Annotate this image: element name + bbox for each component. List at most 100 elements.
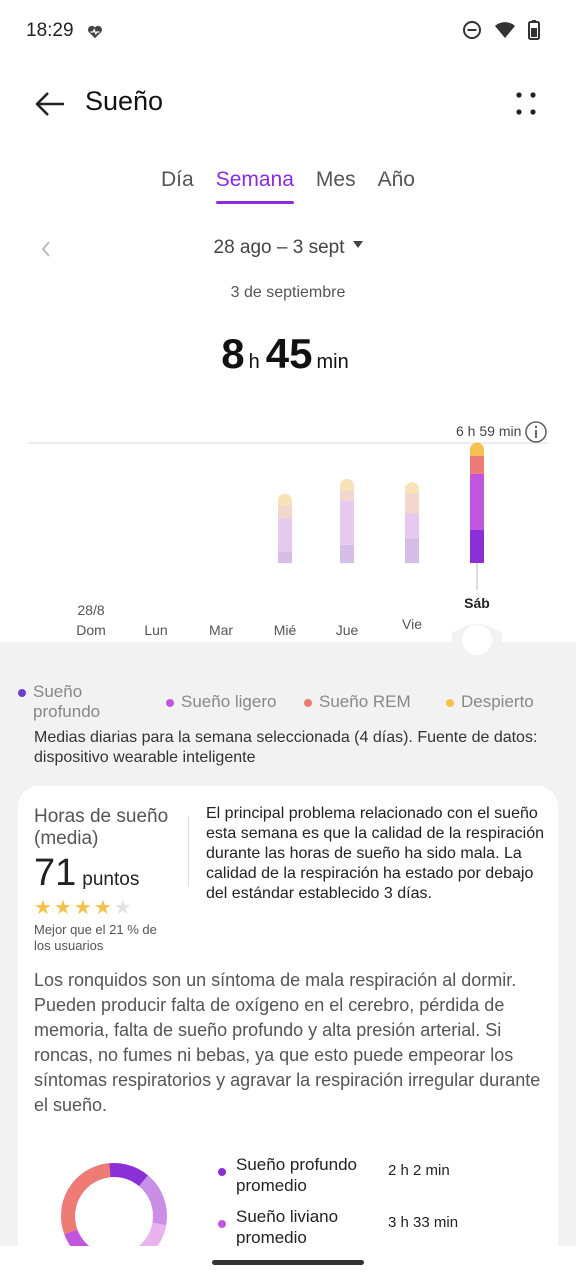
bar-segment-light bbox=[405, 513, 419, 539]
battery-icon bbox=[528, 20, 540, 40]
card-divider bbox=[188, 816, 189, 886]
stat-light-label: Sueño liviano promedio bbox=[236, 1207, 339, 1247]
score-title: Horas de sueño (media) bbox=[34, 806, 169, 849]
legend-light-dot bbox=[166, 699, 174, 707]
bar-segment-light bbox=[340, 500, 354, 545]
legend-awake-label: Despierto bbox=[461, 692, 534, 711]
stat-deep-label: Sueño profundo promedio bbox=[236, 1155, 357, 1195]
home-gesture-pill[interactable] bbox=[212, 1260, 364, 1265]
caret-down-icon bbox=[352, 241, 363, 249]
tab-week[interactable]: Semana bbox=[215, 168, 295, 208]
donut-segment bbox=[61, 1163, 111, 1235]
legend-light-label: Sueño ligero bbox=[181, 692, 277, 711]
do-not-disturb-icon bbox=[463, 21, 481, 39]
more-options-button[interactable] bbox=[506, 84, 546, 124]
selection-handle[interactable] bbox=[452, 620, 502, 660]
bar-segment-deep bbox=[340, 544, 354, 563]
score-value: 71 puntos bbox=[34, 852, 139, 895]
legend-deep-label: Sueño profundo bbox=[33, 682, 101, 721]
tab-year[interactable]: Año bbox=[377, 168, 415, 191]
score-number: 71 bbox=[34, 852, 77, 894]
back-button[interactable] bbox=[30, 84, 70, 124]
star-empty-icon: ★ bbox=[113, 897, 132, 919]
score-comparison: Mejor que el 21 % de los usuarios bbox=[34, 922, 157, 953]
system-nav-bar bbox=[0, 1246, 576, 1280]
sleep-weekly-chart[interactable]: Dom Lun Mar Mié Jue Vie Sáb 28/8 bbox=[0, 395, 576, 645]
page-title: Sueño bbox=[85, 86, 164, 116]
stat-deep-value: 2 h 2 min bbox=[388, 1162, 450, 1179]
star-filled-icon: ★ bbox=[73, 897, 92, 919]
legend-rem-label: Sueño REM bbox=[319, 692, 411, 711]
tab-month[interactable]: Mes bbox=[315, 168, 356, 191]
star-filled-icon: ★ bbox=[53, 897, 72, 919]
bar-Jue[interactable] bbox=[340, 478, 354, 563]
bar-segment-deep bbox=[470, 530, 484, 563]
dots-grid-icon bbox=[516, 92, 536, 115]
score-stars: ★ ★ ★ ★ ★ bbox=[34, 898, 132, 918]
legend-rem-dot bbox=[304, 699, 312, 707]
legend-rem: Sueño REM bbox=[304, 692, 411, 712]
stat-deep-dot bbox=[218, 1168, 226, 1176]
bar-segment-rem bbox=[405, 493, 419, 514]
period-tabs: Día Semana Mes Año bbox=[0, 168, 576, 208]
stat-light-sleep: Sueño liviano promedio 3 h 33 min bbox=[218, 1206, 548, 1248]
legend-deep-dot bbox=[18, 689, 26, 697]
target-line-label: 6 h 59 min bbox=[456, 423, 522, 439]
bar-Sáb[interactable] bbox=[470, 442, 484, 563]
range-label: 28 ago – 3 sept bbox=[213, 237, 345, 258]
total-hours: 8 bbox=[221, 330, 245, 377]
x-tick-Jue: Jue bbox=[336, 622, 359, 638]
x-tick-Dom: Dom bbox=[76, 622, 106, 638]
bar-segment-rem bbox=[278, 505, 292, 519]
snoring-advice-text: Los ronquidos son un síntoma de mala res… bbox=[34, 970, 541, 1115]
legend-light: Sueño ligero bbox=[166, 692, 276, 712]
chevron-left-icon bbox=[41, 241, 50, 257]
legend-awake-dot bbox=[446, 699, 454, 707]
bar-segment-rem bbox=[470, 455, 484, 474]
tab-day[interactable]: Día bbox=[161, 168, 194, 191]
date-range-selector: 28 ago – 3 sept bbox=[0, 234, 576, 264]
status-time: 18:29 bbox=[26, 20, 74, 41]
main-issue-text: El principal problema relacionado con el… bbox=[206, 805, 544, 902]
arrow-left-icon bbox=[35, 92, 64, 116]
selected-date: 3 de septiembre bbox=[230, 284, 346, 301]
bar-Vie[interactable] bbox=[405, 482, 419, 563]
previous-period-button[interactable] bbox=[34, 236, 60, 262]
legend-deep: Sueño profundo bbox=[18, 682, 138, 722]
star-filled-icon: ★ bbox=[34, 897, 52, 919]
total-minutes: 45 bbox=[265, 330, 313, 377]
x-tick-Mar: Mar bbox=[209, 622, 233, 638]
status-icons bbox=[462, 20, 540, 40]
star-filled-icon: ★ bbox=[93, 897, 112, 919]
app-bar: Sueño bbox=[0, 62, 576, 144]
bar-segment-awake bbox=[405, 488, 419, 494]
total-sleep: 8 h 45 min bbox=[0, 330, 576, 378]
bar-segment-light bbox=[278, 518, 292, 552]
bar-segment-awake bbox=[278, 500, 292, 506]
range-dropdown[interactable]: 28 ago – 3 sept bbox=[0, 237, 576, 259]
bar-segment-deep bbox=[405, 538, 419, 563]
bar-segment-light bbox=[470, 473, 484, 530]
x-tick-Lun: Lun bbox=[144, 622, 167, 638]
sleep-summary-card: Horas de sueño (media) 71 puntos ★ ★ ★ ★ ★ Me… bbox=[18, 786, 558, 1280]
x-tick-Sáb: Sáb bbox=[464, 595, 490, 611]
wifi-icon bbox=[495, 22, 515, 38]
x-tick-Mié: Mié bbox=[274, 622, 297, 638]
bar-segment-awake bbox=[340, 485, 354, 491]
chart-legend: Sueño profundo Sueño ligero Sueño REM De… bbox=[18, 682, 558, 722]
donut-segment bbox=[138, 1175, 167, 1226]
bar-segment-rem bbox=[340, 490, 354, 501]
status-bar: 18:29 bbox=[0, 0, 576, 62]
first-day-date-label: 28/8 bbox=[77, 602, 104, 618]
stat-light-dot bbox=[218, 1220, 226, 1228]
health-heart-icon bbox=[87, 25, 103, 39]
legend-awake: Despierto bbox=[446, 692, 534, 712]
total-hours-unit: h bbox=[248, 351, 260, 373]
stat-deep-sleep: Sueño profundo promedio 2 h 2 min bbox=[218, 1154, 548, 1196]
bar-Mié[interactable] bbox=[278, 493, 292, 563]
stat-light-value: 3 h 33 min bbox=[388, 1214, 459, 1231]
info-icon[interactable] bbox=[524, 420, 548, 444]
score-unit: puntos bbox=[82, 869, 140, 890]
data-source-note: Medias diarias para la semana selecciona… bbox=[34, 729, 538, 766]
x-tick-Vie: Vie bbox=[402, 616, 422, 632]
